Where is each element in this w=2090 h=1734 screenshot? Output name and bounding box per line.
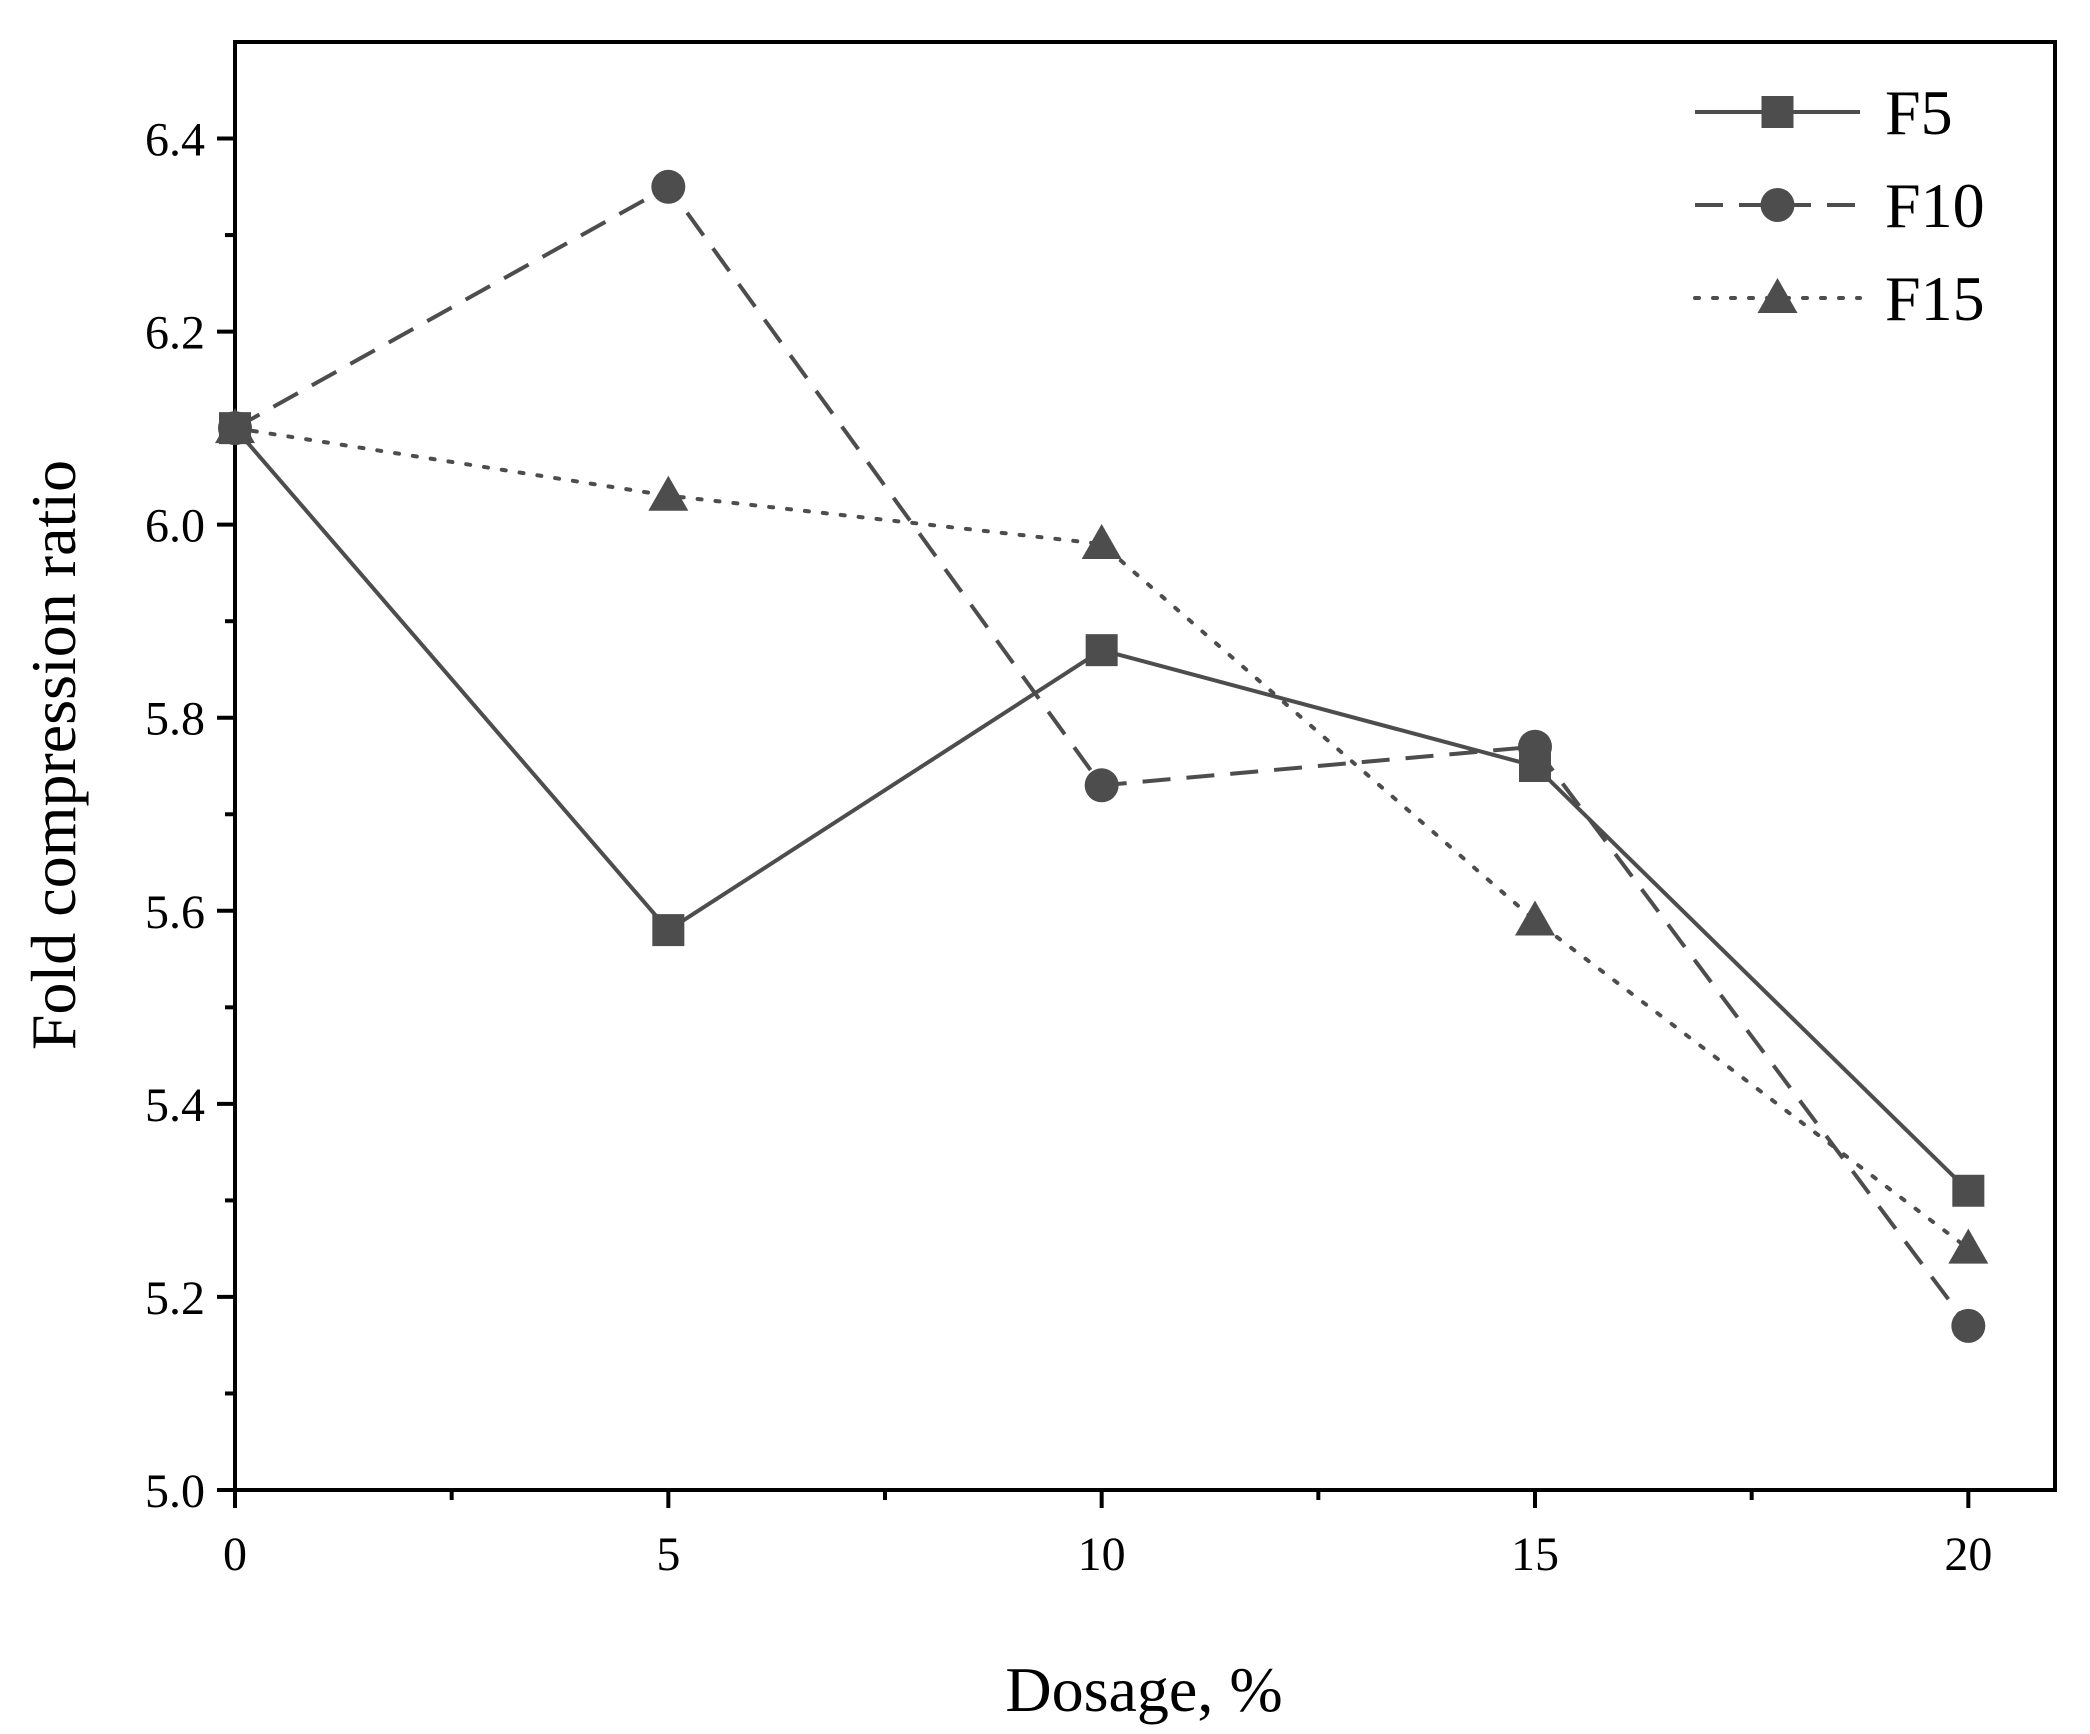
- data-point-f5: [652, 914, 685, 947]
- legend: F5 F10 F15: [1693, 77, 1985, 334]
- data-point-f10: [651, 169, 686, 204]
- series-group: [215, 169, 1989, 1343]
- legend-item-f15: F15: [1693, 263, 1985, 334]
- data-point-f15: [1948, 1228, 1989, 1264]
- data-point-f5: [1952, 1174, 1985, 1207]
- x-tick-label: 20: [1944, 1528, 1992, 1581]
- x-tick-label: 0: [223, 1528, 247, 1581]
- data-point-f15: [1081, 523, 1122, 559]
- x-tick-label: 15: [1511, 1528, 1559, 1581]
- y-tick-label: 5.6: [145, 886, 205, 939]
- legend-label: F5: [1885, 77, 1953, 148]
- data-point-f15: [215, 408, 255, 444]
- x-tick-label: 10: [1078, 1528, 1126, 1581]
- series-line-f10: [234, 184, 1970, 1328]
- legend-marker: [1760, 188, 1795, 222]
- plot-frame: [233, 40, 2057, 1492]
- data-point-f10: [1518, 729, 1552, 764]
- data-point-f15: [1515, 900, 1555, 936]
- legend-label: F10: [1885, 170, 1985, 241]
- data-point-f5: [1085, 634, 1118, 667]
- data-point-f10: [1084, 768, 1119, 803]
- axes: 0 5 10 15 20 5.0 5.2 5.4 5.6 5.8 6.0 6.2 6.4: [145, 40, 2057, 1581]
- series-line-f15: [233, 426, 1971, 1251]
- y-tick-label: 5.2: [145, 1272, 205, 1325]
- x-tick-label: 5: [656, 1528, 680, 1581]
- legend-item-f5: F5: [1695, 77, 1953, 148]
- y-tick-label: 5.0: [145, 1465, 205, 1518]
- legend-marker: [1761, 96, 1794, 128]
- data-point-f10: [1951, 1308, 1986, 1343]
- y-tick-label: 6.4: [145, 114, 205, 167]
- y-tick-label: 5.8: [145, 693, 205, 746]
- legend-marker: [1757, 278, 1798, 313]
- y-tick-label: 6.0: [145, 500, 205, 553]
- series-f15: [215, 408, 1989, 1264]
- y-tick-label: 6.2: [145, 307, 205, 360]
- legend-item-f10: F10: [1695, 170, 1985, 241]
- y-tick-label: 5.4: [145, 1079, 205, 1132]
- data-point-f15: [648, 475, 689, 511]
- x-axis-title: Dosage, %: [1005, 1654, 1282, 1725]
- series-f10: [218, 169, 1986, 1343]
- y-axis-title: Fold compression ratio: [18, 460, 89, 1050]
- legend-label: F15: [1885, 263, 1985, 334]
